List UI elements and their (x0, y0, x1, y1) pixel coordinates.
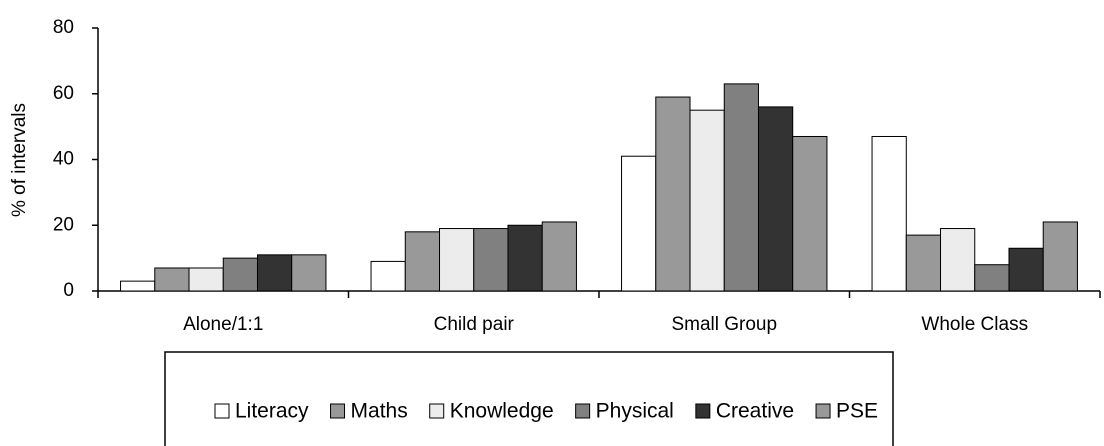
bar (120, 280, 156, 292)
legend-label: PSE (836, 400, 878, 423)
bar (689, 109, 725, 292)
x-tick-label: Small Group (671, 314, 777, 335)
bar (655, 96, 691, 292)
legend-label: Creative (716, 400, 794, 423)
bar (905, 234, 942, 292)
bar (621, 155, 657, 292)
bar (154, 267, 190, 292)
bar (291, 254, 327, 292)
bar (871, 135, 907, 292)
legend-label: Maths (351, 400, 408, 423)
x-tick-label: Alone/1:1 (183, 314, 263, 335)
legend-swatch (575, 403, 591, 419)
legend-label: Physical (596, 400, 674, 423)
legend-swatch (429, 403, 445, 419)
bar (792, 135, 828, 292)
legend-swatch (214, 403, 230, 419)
bar (222, 257, 258, 292)
legend-label: Knowledge (450, 400, 554, 423)
bar (256, 254, 293, 292)
bar (473, 228, 509, 292)
y-tick-label: 40 (53, 149, 74, 170)
bar (940, 228, 976, 292)
legend-swatch (815, 403, 831, 419)
y-tick-label: 20 (53, 214, 74, 235)
bar (1042, 221, 1078, 292)
x-tick-label: Child pair (434, 314, 515, 335)
y-tick-label: 0 (63, 280, 74, 301)
legend-swatch (695, 403, 711, 419)
bar (1008, 247, 1044, 292)
y-tick-label: 80 (53, 17, 74, 38)
legend-label: Literacy (235, 400, 309, 423)
legend-swatch (330, 403, 346, 419)
bar (757, 106, 794, 292)
bar (507, 224, 543, 292)
bar (974, 264, 1010, 292)
bar (541, 221, 577, 292)
x-tick-label: Whole Class (921, 314, 1028, 335)
bar (370, 260, 406, 292)
legend: Literacy Maths Knowledge Physical Creative PS… (214, 400, 878, 423)
bar (188, 267, 224, 292)
y-tick-label: 60 (53, 83, 74, 104)
bar (439, 228, 475, 292)
bar (723, 83, 759, 292)
y-axis-label: % of intervals (9, 103, 30, 217)
bar (404, 231, 441, 292)
legend-box (164, 351, 894, 446)
